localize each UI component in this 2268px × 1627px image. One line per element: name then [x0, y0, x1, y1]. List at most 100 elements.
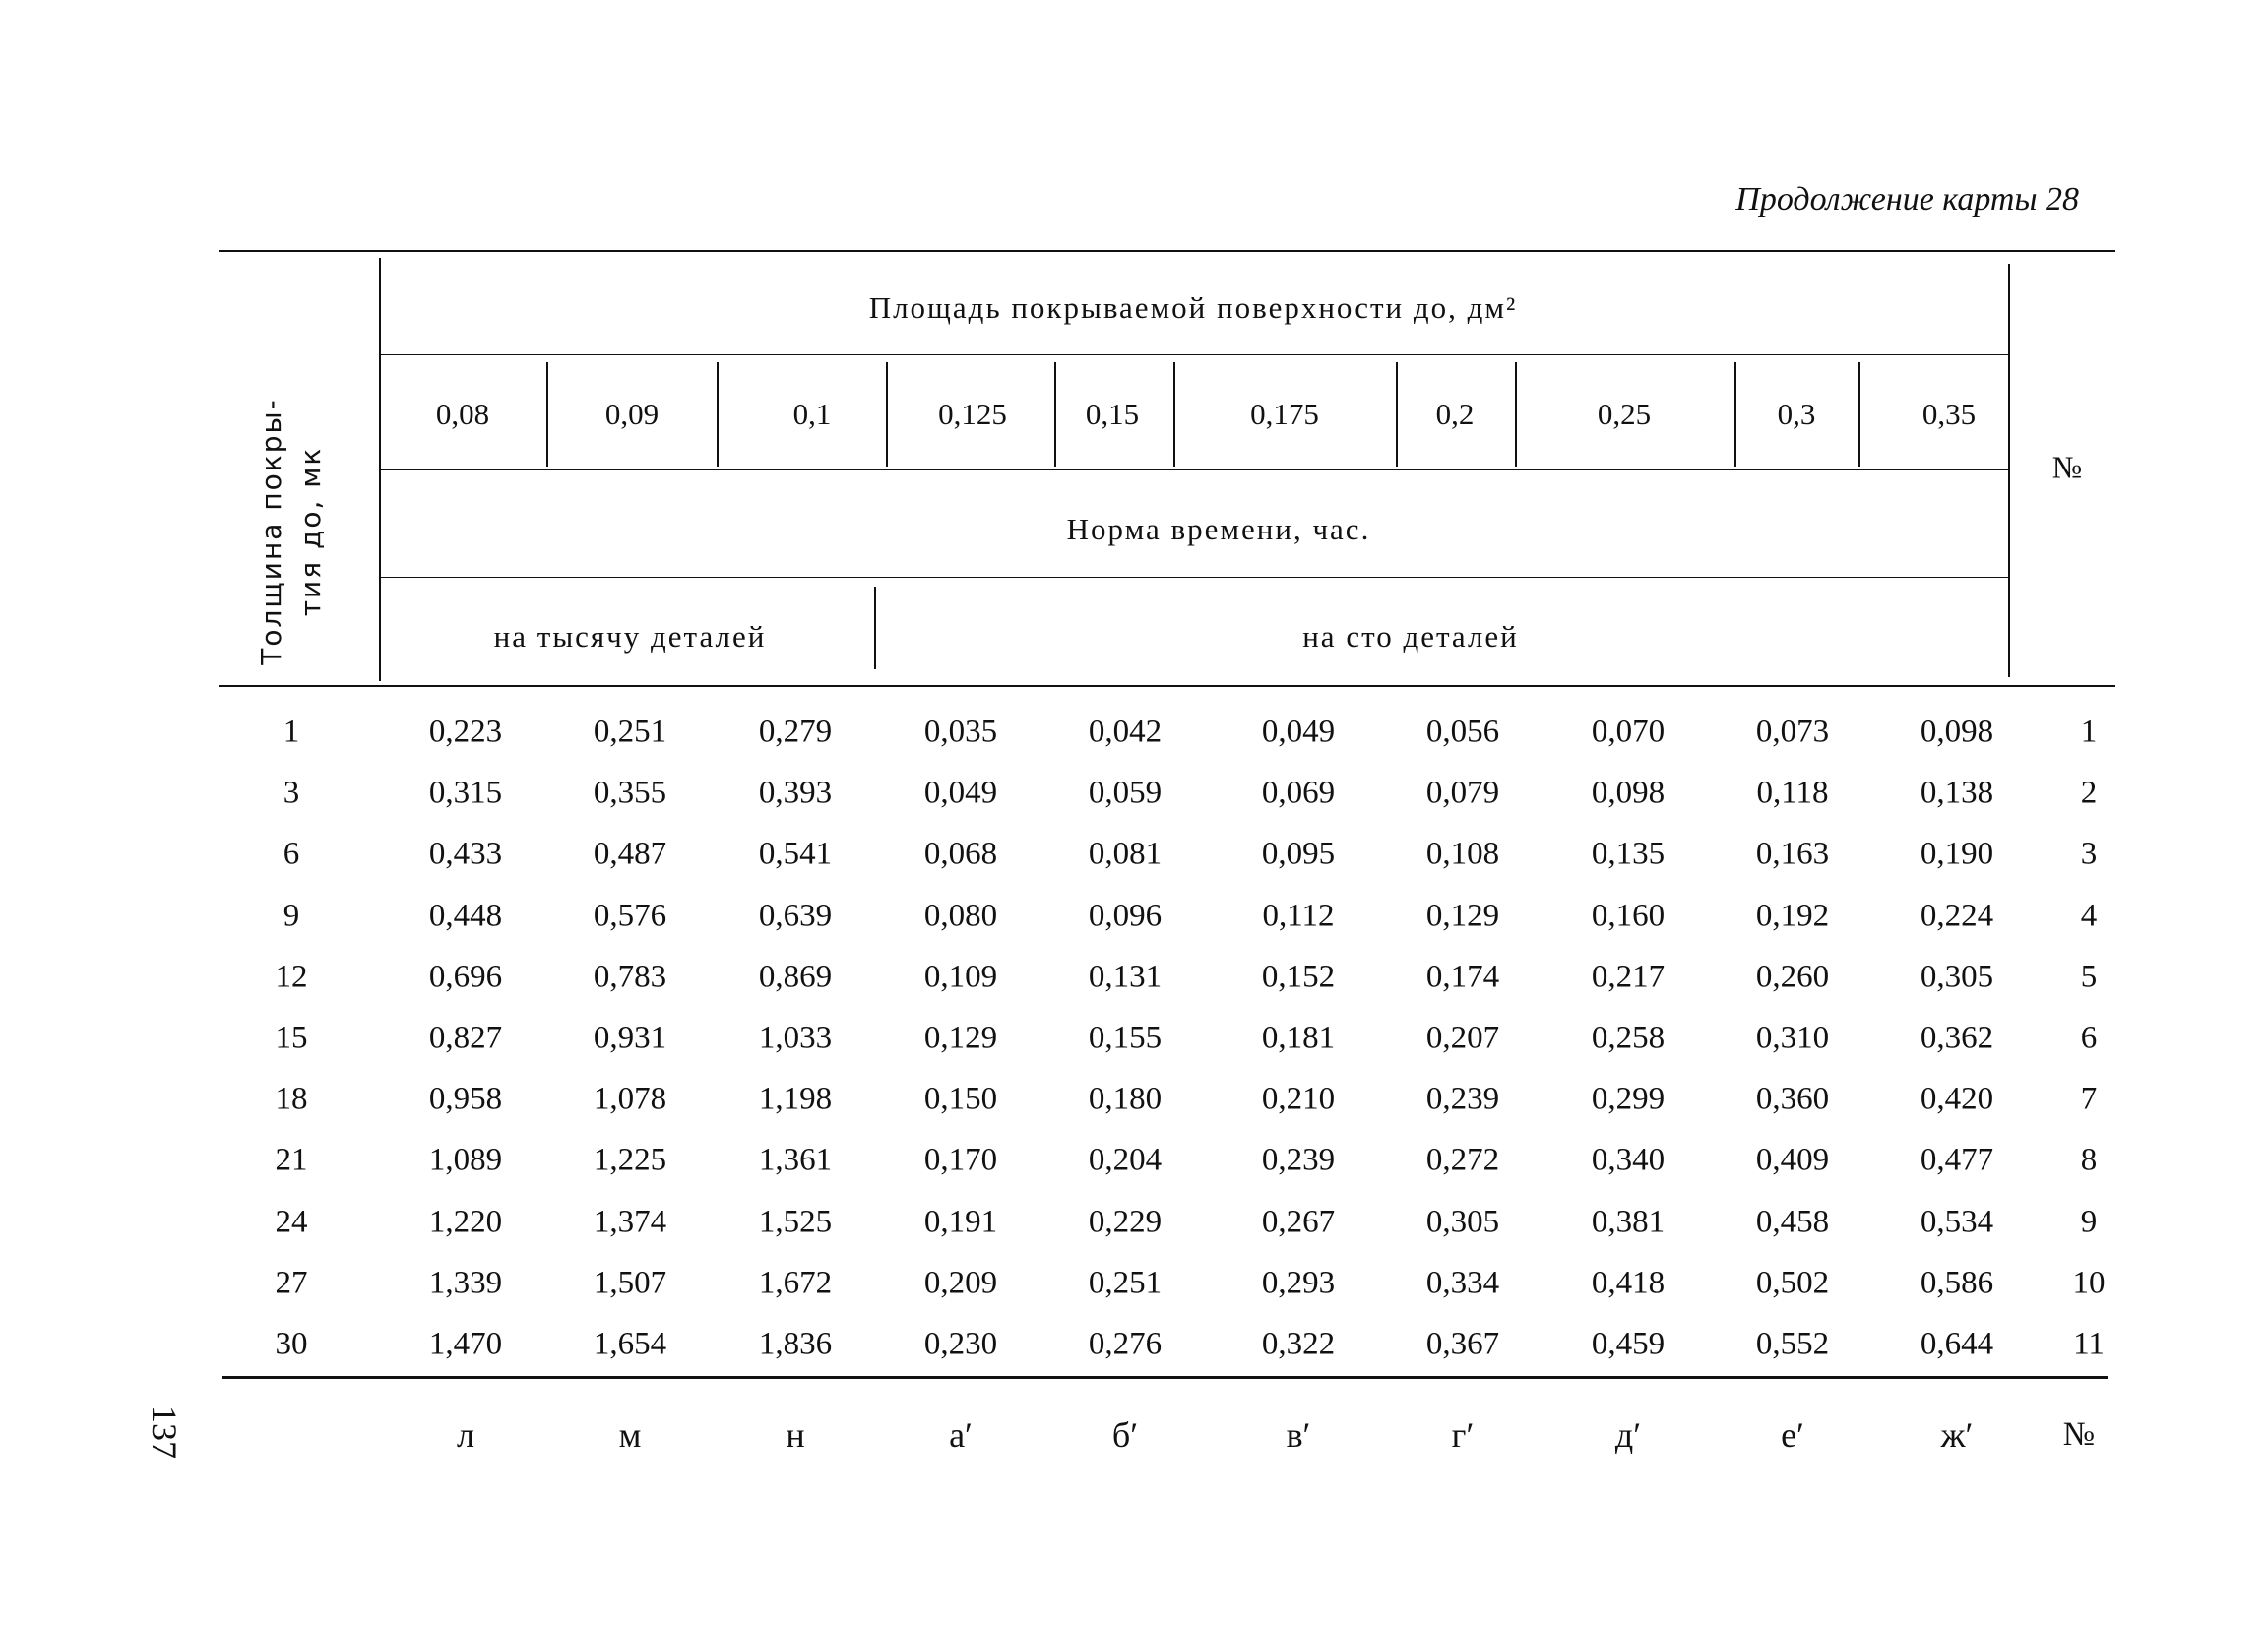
area-header: Площадь покрываемой поверхности до, дм² — [868, 290, 1518, 325]
time-norm-cell: 0,163 — [1755, 836, 1830, 872]
row-number-cell: 8 — [2080, 1142, 2098, 1178]
time-norm-cell: 0,180 — [1088, 1081, 1163, 1117]
time-norm-cell: 0,150 — [923, 1081, 998, 1117]
time-norm-cell: 0,223 — [428, 714, 503, 750]
area-value: 0,125 — [938, 397, 1007, 431]
row-number-cell: 3 — [2080, 836, 2098, 872]
time-norm-cell: 1,339 — [428, 1265, 503, 1301]
column-letter: л — [457, 1415, 474, 1455]
time-norm-cell: 0,079 — [1425, 775, 1500, 811]
time-norm-cell: 0,209 — [923, 1265, 998, 1301]
time-norm-cell: 0,204 — [1088, 1142, 1163, 1178]
thickness-cell: 21 — [275, 1142, 308, 1178]
time-norm-cell: 1,374 — [593, 1204, 667, 1240]
time-norm-cell: 0,138 — [1920, 775, 1994, 811]
time-norm-cell: 0,299 — [1591, 1081, 1666, 1117]
row-number-cell: 1 — [2080, 714, 2098, 750]
time-norm-cell: 0,360 — [1755, 1081, 1830, 1117]
time-norm-cell: 0,069 — [1261, 775, 1336, 811]
number-header: № — [2051, 449, 2083, 485]
time-norm-cell: 0,272 — [1425, 1142, 1500, 1178]
column-letter: е′ — [1781, 1415, 1804, 1455]
column-letter: а′ — [949, 1415, 973, 1455]
thickness-cell: 1 — [283, 714, 300, 750]
area-value: 0,25 — [1597, 397, 1652, 431]
time-norm-cell: 0,095 — [1261, 836, 1336, 872]
header-rule-2 — [379, 469, 2008, 470]
time-norm-cell: 0,109 — [923, 959, 998, 995]
time-norm-cell: 0,477 — [1920, 1142, 1994, 1178]
area-column-divider — [717, 362, 719, 467]
row-number-cell: 9 — [2080, 1204, 2098, 1240]
time-norm-cell: 1,361 — [758, 1142, 833, 1178]
time-norm-cell: 1,470 — [428, 1326, 503, 1362]
time-norm-cell: 0,931 — [593, 1020, 667, 1056]
page-title: Продолжение карты 28 — [1735, 181, 2079, 218]
area-value: 0,08 — [435, 397, 490, 431]
area-value: 0,15 — [1085, 397, 1140, 431]
time-norm-cell: 0,541 — [758, 836, 833, 872]
time-norm-cell: 0,080 — [923, 898, 998, 934]
area-column-divider — [1858, 362, 1860, 467]
time-norm-cell: 0,229 — [1088, 1204, 1163, 1240]
header-bottom-rule — [219, 685, 2115, 687]
area-value: 0,2 — [1435, 397, 1475, 431]
time-norm-cell: 0,160 — [1591, 898, 1666, 934]
area-column-divider — [1515, 362, 1517, 467]
time-norm-cell: 0,135 — [1591, 836, 1666, 872]
thickness-header-line2: тия до, мк — [294, 446, 327, 617]
time-norm-cell: 0,251 — [593, 714, 667, 750]
time-norm-cell: 0,073 — [1755, 714, 1830, 750]
time-norm-cell: 0,224 — [1920, 898, 1994, 934]
time-norm-cell: 0,869 — [758, 959, 833, 995]
time-norm-cell: 1,672 — [758, 1265, 833, 1301]
time-norm-cell: 0,174 — [1425, 959, 1500, 995]
time-norm-cell: 0,192 — [1755, 898, 1830, 934]
time-norm-cell: 0,576 — [593, 898, 667, 934]
time-norm-cell: 0,239 — [1425, 1081, 1500, 1117]
time-norm-cell: 0,181 — [1261, 1020, 1336, 1056]
time-norm-cell: 0,433 — [428, 836, 503, 872]
row-number-cell: 7 — [2080, 1081, 2098, 1117]
time-norm-cell: 0,112 — [1262, 898, 1335, 934]
page-number: 137 — [145, 1406, 184, 1459]
thickness-header: Толщина покры- тия до, мк — [252, 398, 331, 664]
time-norm-cell: 0,420 — [1920, 1081, 1994, 1117]
time-norm-cell: 0,487 — [593, 836, 667, 872]
area-value: 0,3 — [1777, 397, 1816, 431]
area-value: 0,175 — [1250, 397, 1319, 431]
area-value: 0,09 — [604, 397, 660, 431]
area-value: 0,35 — [1922, 397, 1977, 431]
time-norm-cell: 0,098 — [1920, 714, 1994, 750]
time-norm-cell: 0,239 — [1261, 1142, 1336, 1178]
time-norm-cell: 0,108 — [1425, 836, 1500, 872]
column-letter: г′ — [1451, 1415, 1475, 1455]
time-norm-cell: 0,310 — [1755, 1020, 1830, 1056]
time-norm-cell: 1,507 — [593, 1265, 667, 1301]
norm-header: Норма времени, час. — [1066, 512, 1371, 546]
thickness-cell: 18 — [275, 1081, 308, 1117]
time-norm-cell: 0,552 — [1755, 1326, 1830, 1362]
area-column-divider — [1396, 362, 1398, 467]
time-norm-cell: 1,033 — [758, 1020, 833, 1056]
time-norm-cell: 1,654 — [593, 1326, 667, 1362]
table-bottom-rule — [222, 1376, 2108, 1379]
area-column-divider — [1054, 362, 1056, 467]
header-group-divider — [874, 587, 876, 669]
time-norm-cell: 1,089 — [428, 1142, 503, 1178]
time-norm-cell: 0,355 — [593, 775, 667, 811]
time-norm-cell: 0,958 — [428, 1081, 503, 1117]
time-norm-cell: 0,783 — [593, 959, 667, 995]
time-norm-cell: 0,418 — [1591, 1265, 1666, 1301]
time-norm-cell: 0,644 — [1920, 1326, 1994, 1362]
thickness-header-line1: Толщина покры- — [255, 398, 287, 665]
column-letter: н — [786, 1415, 805, 1455]
time-norm-cell: 0,502 — [1755, 1265, 1830, 1301]
time-norm-cell: 0,293 — [1261, 1265, 1336, 1301]
time-norm-cell: 0,207 — [1425, 1020, 1500, 1056]
time-norm-cell: 0,409 — [1755, 1142, 1830, 1178]
time-norm-cell: 0,322 — [1261, 1326, 1336, 1362]
time-norm-cell: 1,198 — [758, 1081, 833, 1117]
row-number-cell: 2 — [2080, 775, 2098, 811]
time-norm-cell: 0,251 — [1088, 1265, 1163, 1301]
